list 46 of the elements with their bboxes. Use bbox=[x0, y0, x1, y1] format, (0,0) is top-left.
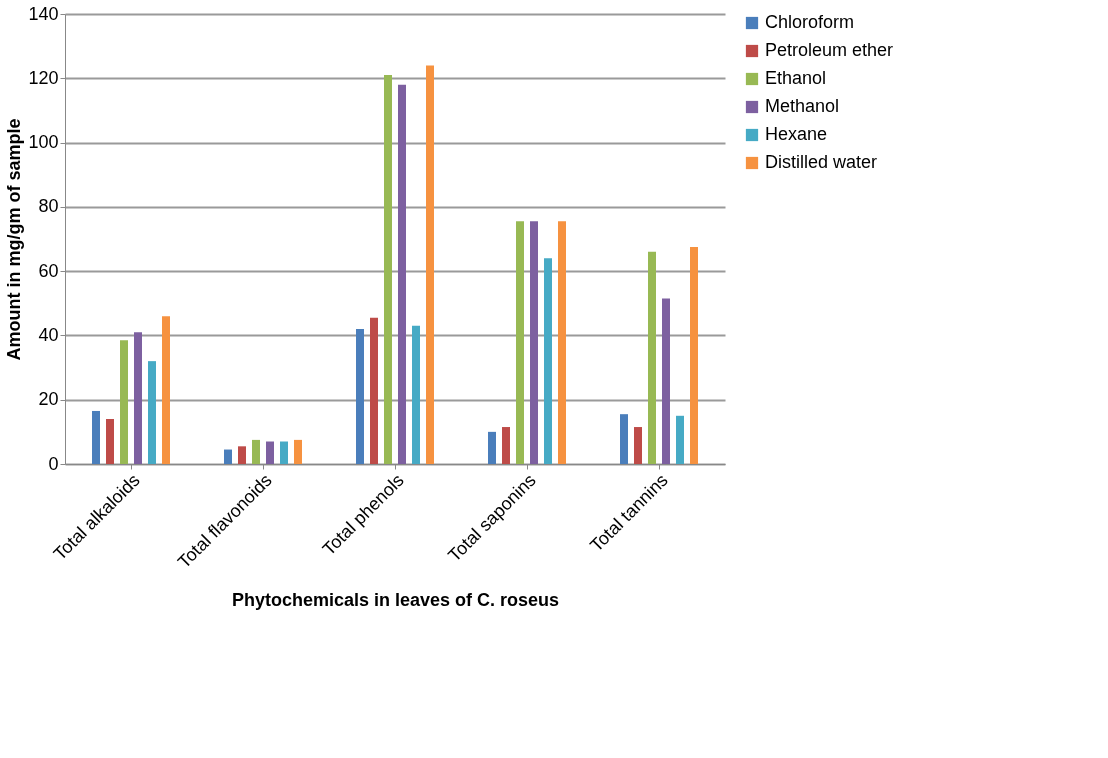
legend-label: Ethanol bbox=[765, 68, 827, 88]
y-tick-label: 20 bbox=[38, 389, 59, 410]
bar bbox=[92, 410, 100, 464]
bar bbox=[516, 221, 524, 464]
y-axis-title: Amount in mg/gm of sample bbox=[4, 118, 25, 361]
bar bbox=[370, 317, 378, 464]
bar bbox=[224, 449, 232, 464]
legend-label: Chloroform bbox=[765, 12, 855, 32]
bar bbox=[356, 329, 364, 464]
legend-label: Petroleum ether bbox=[765, 40, 894, 60]
bar bbox=[148, 361, 156, 464]
bar bbox=[488, 431, 496, 464]
y-tick-label: 60 bbox=[38, 260, 59, 281]
legend-label: Methanol bbox=[765, 96, 840, 116]
bar bbox=[676, 415, 684, 464]
bar bbox=[530, 221, 538, 464]
bar bbox=[238, 446, 246, 464]
bar bbox=[106, 419, 114, 464]
bar bbox=[412, 325, 420, 464]
legend-label: Hexane bbox=[765, 124, 828, 144]
bar bbox=[620, 414, 628, 464]
y-tick-label: 40 bbox=[38, 324, 59, 345]
bar bbox=[280, 441, 288, 464]
bar bbox=[648, 251, 656, 464]
y-tick-label: 100 bbox=[28, 132, 59, 153]
legend-label: Distilled water bbox=[765, 152, 878, 172]
bar bbox=[266, 441, 274, 464]
x-axis-title: Phytochemicals in leaves of C. roseus bbox=[231, 589, 560, 610]
y-tick-label: 80 bbox=[38, 196, 59, 217]
bar bbox=[662, 298, 670, 464]
bar bbox=[544, 258, 552, 464]
bar bbox=[162, 316, 170, 464]
bar bbox=[502, 427, 510, 464]
bar bbox=[690, 247, 698, 464]
bar bbox=[426, 65, 434, 464]
bar bbox=[558, 221, 566, 464]
y-tick-label: 120 bbox=[28, 67, 59, 88]
bar bbox=[634, 427, 642, 464]
bar bbox=[120, 340, 128, 464]
bar bbox=[384, 75, 392, 464]
bar bbox=[398, 84, 406, 464]
bar bbox=[252, 439, 260, 464]
y-tick-label: 0 bbox=[48, 453, 59, 474]
bar bbox=[294, 439, 302, 464]
y-tick-label: 140 bbox=[28, 3, 59, 24]
bar bbox=[134, 332, 142, 464]
